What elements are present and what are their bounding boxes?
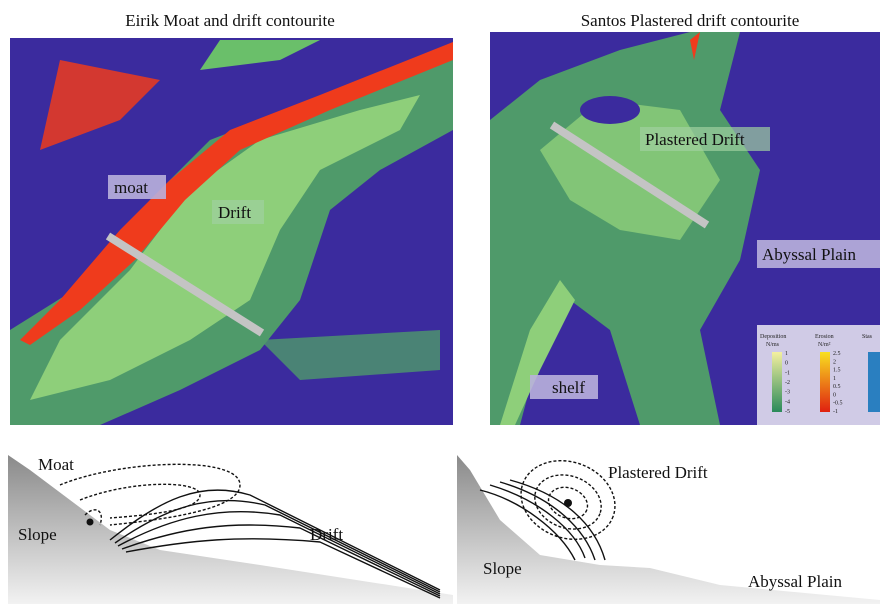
- legend-tick-label: -5: [785, 409, 790, 415]
- diagram-label: Plastered Drift: [608, 463, 708, 482]
- diagram-right: Plastered Drift Slope Abyssal Plain: [457, 448, 880, 604]
- legend-title: Deposition: [760, 334, 786, 340]
- map-label: shelf: [552, 378, 585, 397]
- diagram-label: Drift: [310, 525, 343, 544]
- legend-tick-label: -0.5: [833, 401, 843, 407]
- legend-tick-label: 0: [833, 392, 836, 398]
- map-left: [10, 38, 453, 425]
- map-label: Abyssal Plain: [762, 245, 856, 264]
- legend-tick-label: -1: [833, 409, 838, 415]
- legend-tick-label: 1: [785, 351, 788, 357]
- diagram-label: Abyssal Plain: [748, 572, 842, 591]
- diagram-label: Slope: [18, 525, 57, 544]
- legend-tick-label: 0.5: [833, 384, 841, 390]
- legend: Deposition N/ms 1 0 -1 -2 -3 -4 -5 Erosion N/m…: [757, 325, 880, 425]
- panel-title: Santos Plastered drift contourite: [581, 11, 800, 30]
- legend-unit: N/ms: [766, 342, 780, 348]
- figure: Eirik Moat and drift contourite Santos P…: [0, 0, 880, 604]
- legend-tick-label: 2: [833, 359, 836, 365]
- legend-tick-label: -4: [785, 399, 790, 405]
- diagram-left: Moat Slope Drift: [8, 455, 453, 604]
- legend-tick-label: -1: [785, 370, 790, 376]
- legend-tick-label: -2: [785, 380, 790, 386]
- legend-tick-label: 2.5: [833, 351, 841, 357]
- legend-title: Stas: [862, 334, 873, 340]
- legend-tick-label: 0: [785, 361, 788, 367]
- legend-title: Erosion: [815, 334, 834, 340]
- panel-title: Eirik Moat and drift contourite: [125, 11, 335, 30]
- diagram-label: Moat: [38, 455, 74, 474]
- legend-tick-label: 1: [833, 376, 836, 382]
- map-label: Drift: [218, 203, 251, 222]
- map-label: Plastered Drift: [645, 130, 745, 149]
- map-label: moat: [114, 178, 148, 197]
- legend-unit: N/m²: [818, 342, 831, 348]
- legend-tick-label: -3: [785, 390, 790, 396]
- diagram-label: Slope: [483, 559, 522, 578]
- legend-tick-label: 1.5: [833, 368, 841, 374]
